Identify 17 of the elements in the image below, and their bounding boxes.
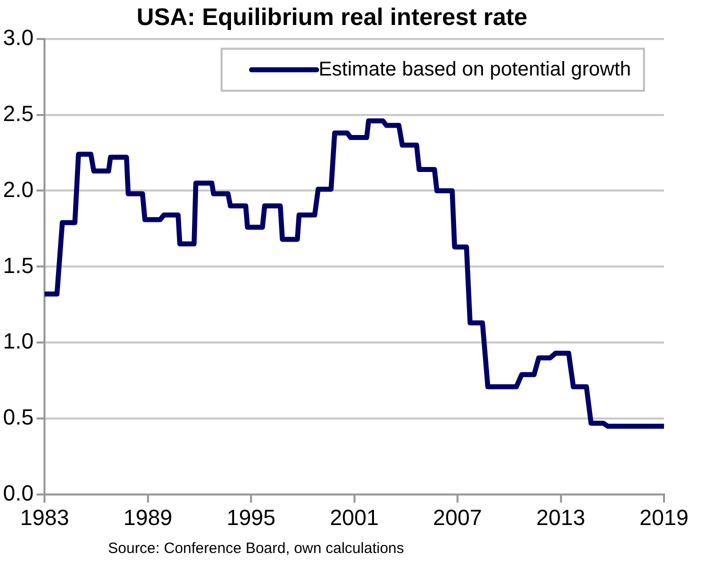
x-tick-label: 1995 <box>226 504 276 530</box>
x-tick-label: 2001 <box>330 504 379 530</box>
x-tick-label: 2013 <box>536 504 586 530</box>
legend-label: Estimate based on potential growth <box>318 58 632 80</box>
y-tick-label: 2.0 <box>2 176 34 202</box>
x-tick-label: 1983 <box>20 504 70 530</box>
y-tick-label: 1.0 <box>2 328 34 354</box>
y-tick-label: 3.0 <box>2 24 34 50</box>
y-tick-label: 0.0 <box>2 480 34 506</box>
chart-title: USA: Equilibrium real interest rate <box>136 4 528 32</box>
y-tick-label: 2.5 <box>2 100 34 126</box>
y-tick-label: 0.5 <box>2 404 34 430</box>
source-note: Source: Conference Board, own calculations <box>108 540 404 557</box>
x-tick-label: 2007 <box>433 504 482 530</box>
x-tick-label: 2019 <box>640 504 688 530</box>
x-tick-label: 1989 <box>123 504 172 530</box>
y-tick-label: 1.5 <box>2 252 34 278</box>
